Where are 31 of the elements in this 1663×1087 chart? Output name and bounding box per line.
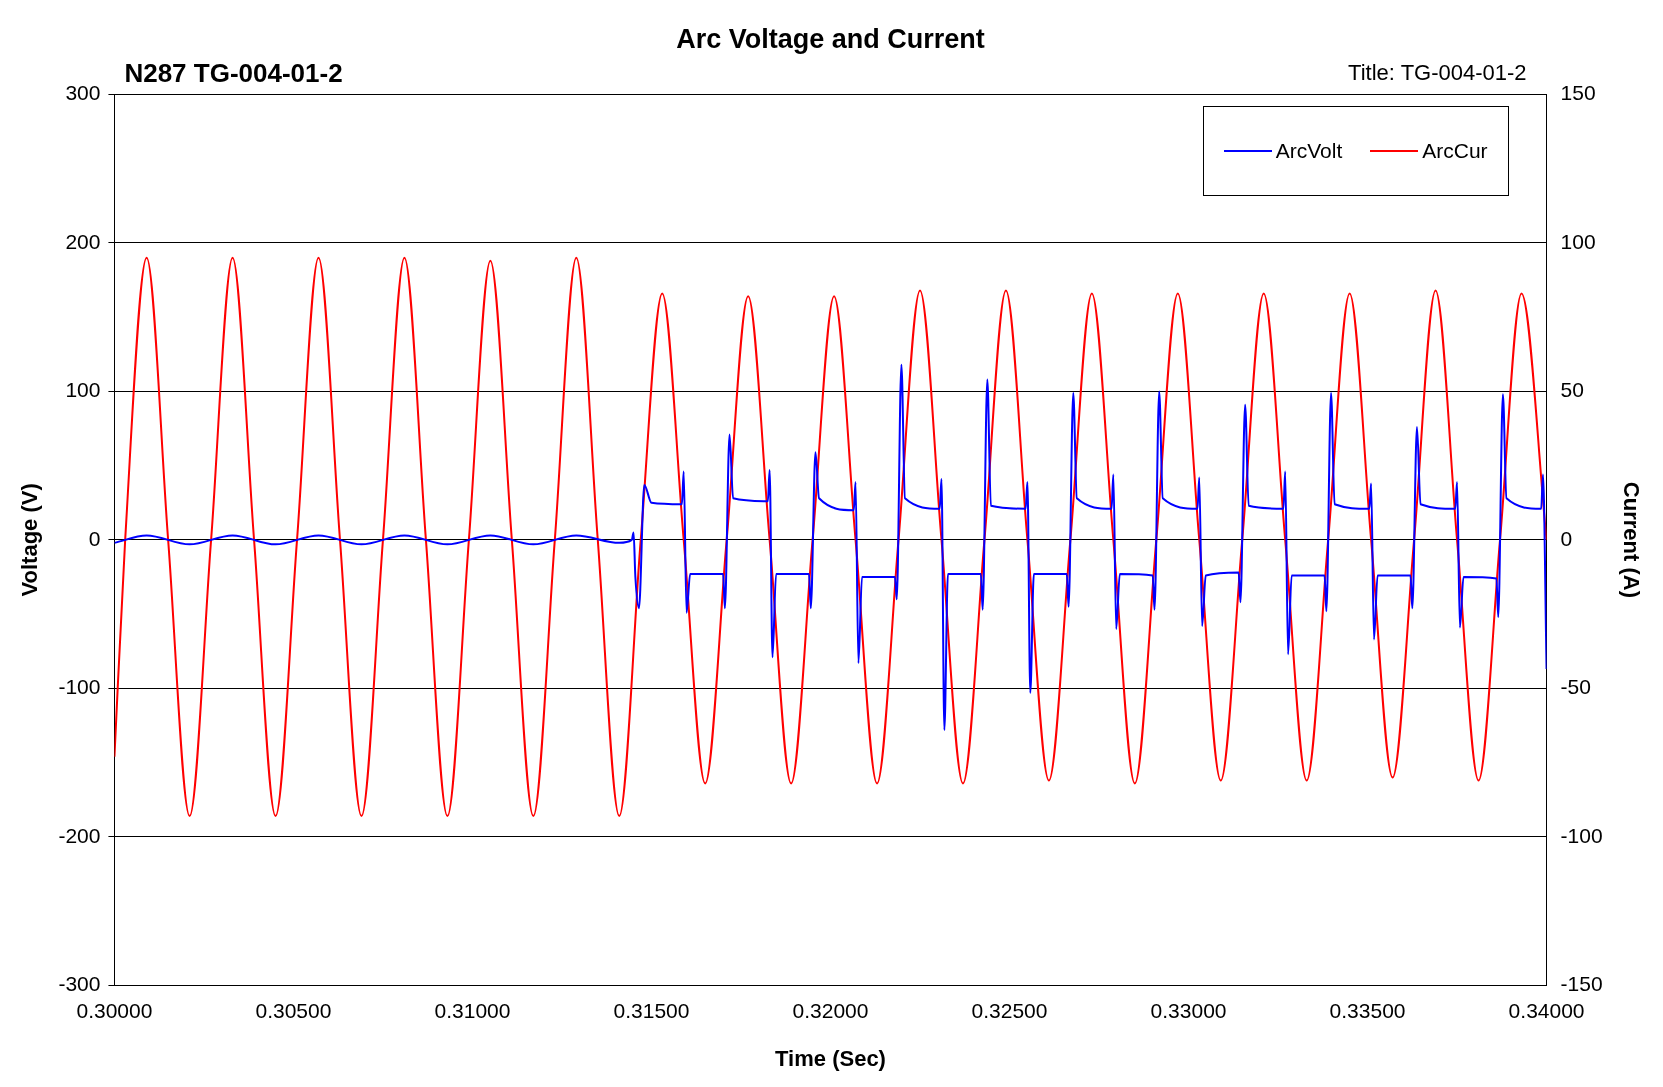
x-axis-title: Time (Sec) bbox=[775, 1045, 886, 1071]
x-tick-label: 0.32000 bbox=[792, 998, 869, 1022]
x-tick-label: 0.30000 bbox=[76, 998, 153, 1022]
y-tick-label: 300 bbox=[65, 81, 101, 105]
y2-tick-label: 100 bbox=[1560, 229, 1596, 253]
y-tick-label: -300 bbox=[58, 972, 101, 996]
legend-label: ArcVolt bbox=[1275, 139, 1343, 164]
y-tick-label: -100 bbox=[58, 675, 101, 699]
y2-tick-label: 150 bbox=[1560, 81, 1596, 105]
y2-tick-label: -100 bbox=[1560, 823, 1603, 847]
y2-tick-label: 50 bbox=[1560, 378, 1584, 402]
y2-axis-title: Current (A) bbox=[1618, 481, 1644, 598]
y2-tick-label: -150 bbox=[1560, 972, 1603, 996]
y-tick-label: 200 bbox=[65, 229, 101, 253]
x-tick-label: 0.31000 bbox=[434, 998, 511, 1022]
x-tick-label: 0.33500 bbox=[1329, 998, 1406, 1022]
y-tick-label: 100 bbox=[65, 378, 101, 402]
y-tick-label: 0 bbox=[88, 526, 101, 550]
x-tick-label: 0.34000 bbox=[1508, 998, 1585, 1022]
y2-tick-label: 0 bbox=[1560, 526, 1573, 550]
legend-label: ArcCur bbox=[1422, 139, 1488, 164]
y2-tick-label: -50 bbox=[1560, 675, 1591, 699]
y-axis-title: Voltage (V) bbox=[17, 483, 43, 597]
text: N287 TG-004-01-2 bbox=[124, 58, 343, 90]
y-tick-label: -200 bbox=[58, 823, 101, 847]
x-tick-label: 0.32500 bbox=[971, 998, 1048, 1022]
chart-title: Arc Voltage and Current bbox=[676, 23, 985, 54]
x-tick-label: 0.33000 bbox=[1150, 998, 1227, 1022]
text: Title: TG-004-01-2 bbox=[1348, 60, 1527, 87]
x-tick-label: 0.31500 bbox=[613, 998, 690, 1022]
x-tick-label: 0.30500 bbox=[255, 998, 332, 1022]
